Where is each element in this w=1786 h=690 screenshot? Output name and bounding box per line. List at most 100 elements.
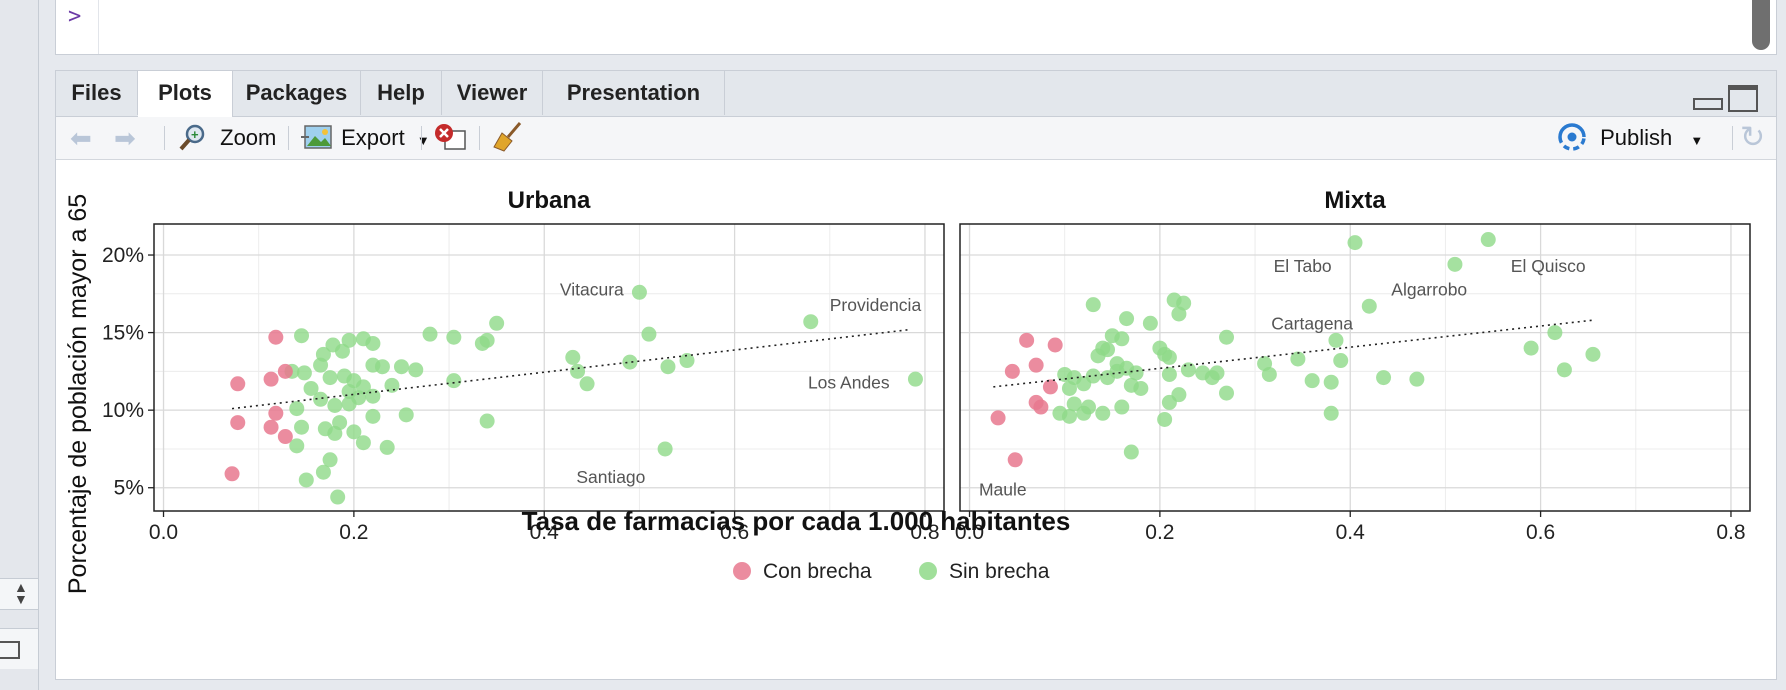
panel-frame-urbana (153, 223, 945, 512)
plots-toolbar: ⬅ ➡ + Zoom Export ▼ Publish ▼ ↻ (56, 117, 1776, 160)
console-prompt: > (68, 4, 82, 29)
point-sin-brecha (1171, 387, 1187, 403)
x-axis-title: Tasa de farmacias por cada 1.000 habitan… (522, 506, 1071, 536)
point-label: El Tabo (1274, 256, 1332, 276)
y-axis-title: Porcentaje de población mayor a 65 (64, 194, 92, 594)
tab-files[interactable]: Files (56, 71, 138, 115)
point-sin-brecha (489, 315, 505, 331)
point-sin-brecha (393, 359, 409, 375)
point-sin-brecha (1333, 353, 1349, 369)
faceted-scatter-chart: Urbana 0.0 0.2 0.4 0.6 0.8 5% 10% 15% 20% Vitacura… (64, 187, 1751, 594)
left-pane-stepper[interactable]: ▲ ▼ (0, 578, 38, 610)
point-sin-brecha (327, 425, 343, 441)
point-sin-brecha (446, 373, 462, 389)
point-sin-brecha (803, 314, 819, 330)
point-sin-brecha (570, 363, 586, 379)
point-sin-brecha (315, 464, 331, 480)
tab-plots[interactable]: Plots (138, 71, 233, 117)
x-tick-label: 0.8 (1716, 521, 1745, 544)
remove-plot-icon (435, 124, 466, 150)
point-con-brecha (1019, 332, 1035, 348)
point-sin-brecha (322, 370, 338, 386)
point-sin-brecha (365, 408, 381, 424)
console-pane[interactable]: > (55, 0, 1777, 55)
tab-help[interactable]: Help (361, 71, 442, 115)
pane-tabbar: Files Plots Packages Help Viewer Present… (56, 71, 1776, 117)
point-sin-brecha (408, 362, 424, 378)
console-scrollbar[interactable] (1752, 0, 1770, 50)
point-sin-brecha (355, 435, 371, 451)
point-sin-brecha (631, 284, 647, 300)
point-sin-brecha (1480, 232, 1496, 248)
point-sin-brecha (1061, 408, 1077, 424)
tab-viewer[interactable]: Viewer (442, 71, 543, 115)
window-icon (0, 641, 20, 659)
tab-presentation[interactable]: Presentation (543, 71, 725, 115)
zoom-button[interactable]: + Zoom (178, 117, 276, 159)
y-tick-label: 15% (102, 322, 144, 345)
point-con-brecha (1004, 363, 1020, 379)
point-sin-brecha (365, 388, 381, 404)
point-label: El Quisco (1511, 256, 1586, 276)
y-tick-label: 10% (102, 399, 144, 422)
point-sin-brecha (1100, 370, 1116, 386)
back-arrow-icon[interactable]: ⬅ (70, 123, 92, 153)
toolbar-separator (479, 126, 480, 150)
minimize-pane-icon[interactable] (1693, 98, 1723, 110)
x-tick-label: 0.2 (339, 521, 368, 544)
publish-dropdown-icon: ▼ (1690, 133, 1704, 148)
tab-packages[interactable]: Packages (233, 71, 361, 115)
point-sin-brecha (907, 371, 923, 387)
point-label: Santiago (576, 467, 645, 487)
point-sin-brecha (1556, 362, 1572, 378)
clear-plots-button[interactable] (492, 117, 524, 159)
point-sin-brecha (1157, 411, 1173, 427)
tab-label: Plots (158, 80, 212, 105)
broom-icon (493, 122, 522, 152)
legend-swatch-con-brecha (733, 562, 751, 580)
forward-arrow-icon[interactable]: ➡ (114, 123, 136, 153)
export-button[interactable]: Export ▼ (301, 117, 430, 159)
point-sin-brecha (641, 326, 657, 342)
remove-plot-button[interactable] (434, 117, 468, 159)
svg-text:+: + (191, 127, 199, 142)
point-sin-brecha (289, 401, 305, 417)
point-sin-brecha (1323, 405, 1339, 421)
legend-swatch-sin-brecha (919, 562, 937, 580)
point-sin-brecha (1376, 370, 1392, 386)
point-con-brecha (224, 466, 240, 482)
point-sin-brecha (1290, 351, 1306, 367)
point-sin-brecha (296, 365, 312, 381)
point-sin-brecha (1219, 329, 1235, 345)
point-sin-brecha (1100, 342, 1116, 358)
point-sin-brecha (1547, 325, 1563, 341)
publish-button[interactable]: Publish ▼ (1556, 117, 1703, 159)
point-sin-brecha (1304, 373, 1320, 389)
export-label: Export (341, 125, 405, 150)
point-con-brecha (230, 376, 246, 392)
point-con-brecha (1042, 379, 1058, 395)
publish-icon (1558, 123, 1586, 151)
point-sin-brecha (1095, 405, 1111, 421)
maximize-pane-icon[interactable] (1728, 85, 1758, 112)
point-sin-brecha (1057, 366, 1073, 382)
point-sin-brecha (1061, 380, 1077, 396)
refresh-icon[interactable]: ↻ (1740, 121, 1766, 154)
export-image-icon (301, 125, 332, 149)
point-sin-brecha (1180, 362, 1196, 378)
point-sin-brecha (1409, 371, 1425, 387)
point-sin-brecha (1114, 399, 1130, 415)
plots-pane: Files Plots Packages Help Viewer Present… (55, 70, 1777, 680)
point-sin-brecha (294, 419, 310, 435)
point-sin-brecha (327, 398, 343, 414)
point-sin-brecha (334, 343, 350, 359)
legend-label: Sin brecha (949, 560, 1050, 583)
point-sin-brecha (330, 489, 346, 505)
left-pane-window-button[interactable] (0, 628, 38, 669)
point-sin-brecha (313, 357, 329, 373)
point-sin-brecha (379, 439, 395, 455)
point-sin-brecha (1119, 311, 1135, 327)
toolbar-separator (421, 126, 422, 150)
trend-line-mixta (993, 319, 1594, 388)
point-sin-brecha (1161, 366, 1177, 382)
